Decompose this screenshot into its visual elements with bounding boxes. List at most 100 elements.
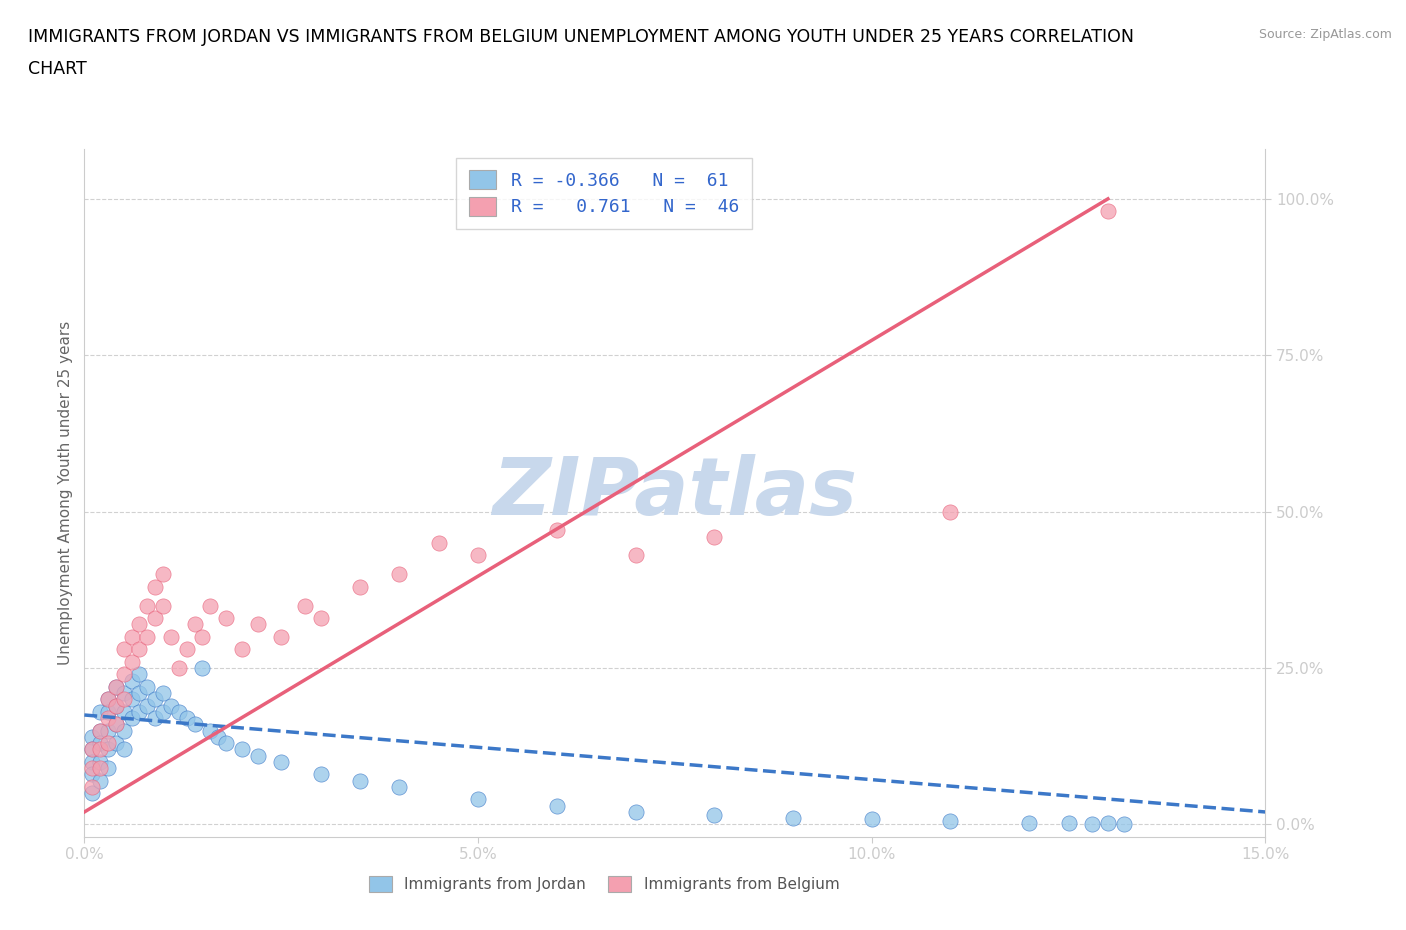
Point xyxy=(388,779,411,794)
Point xyxy=(160,630,183,644)
Point xyxy=(349,579,371,594)
Point xyxy=(89,754,111,769)
Point xyxy=(427,536,450,551)
Point xyxy=(121,692,143,707)
Point xyxy=(200,598,222,613)
Point xyxy=(183,617,205,631)
Point xyxy=(1097,204,1119,219)
Point xyxy=(1057,816,1080,830)
Point xyxy=(939,504,962,519)
Point xyxy=(1097,816,1119,830)
Point xyxy=(143,711,166,725)
Point xyxy=(82,729,104,744)
Point xyxy=(89,736,111,751)
Point xyxy=(112,642,135,657)
Point xyxy=(1018,816,1040,830)
Point xyxy=(136,680,159,695)
Point xyxy=(121,655,143,670)
Point xyxy=(183,717,205,732)
Point xyxy=(104,717,127,732)
Point xyxy=(624,548,647,563)
Point xyxy=(104,680,127,695)
Point xyxy=(160,698,183,713)
Point xyxy=(152,685,174,700)
Point xyxy=(191,660,214,675)
Point xyxy=(246,617,269,631)
Point xyxy=(176,711,198,725)
Point xyxy=(82,767,104,782)
Point xyxy=(152,566,174,581)
Point xyxy=(128,667,150,682)
Point xyxy=(467,792,489,807)
Point xyxy=(176,642,198,657)
Point xyxy=(546,798,568,813)
Point xyxy=(200,724,222,738)
Text: ZIPatlas: ZIPatlas xyxy=(492,454,858,532)
Point xyxy=(231,742,253,757)
Point xyxy=(128,617,150,631)
Point xyxy=(104,717,127,732)
Point xyxy=(82,761,104,776)
Point xyxy=(1081,817,1104,831)
Point xyxy=(112,685,135,700)
Point xyxy=(82,742,104,757)
Point xyxy=(231,642,253,657)
Point xyxy=(128,704,150,719)
Point xyxy=(89,742,111,757)
Text: CHART: CHART xyxy=(28,60,87,78)
Point xyxy=(104,680,127,695)
Point xyxy=(82,786,104,801)
Legend: Immigrants from Jordan, Immigrants from Belgium: Immigrants from Jordan, Immigrants from … xyxy=(363,870,845,898)
Point xyxy=(97,711,120,725)
Text: Source: ZipAtlas.com: Source: ZipAtlas.com xyxy=(1258,28,1392,41)
Y-axis label: Unemployment Among Youth under 25 years: Unemployment Among Youth under 25 years xyxy=(58,321,73,665)
Point xyxy=(388,566,411,581)
Point xyxy=(104,698,127,713)
Point xyxy=(82,779,104,794)
Point xyxy=(97,704,120,719)
Point xyxy=(546,523,568,538)
Point xyxy=(207,729,229,744)
Point xyxy=(82,742,104,757)
Point xyxy=(309,767,332,782)
Point xyxy=(89,724,111,738)
Point xyxy=(309,611,332,626)
Point xyxy=(121,630,143,644)
Point xyxy=(703,529,725,544)
Point xyxy=(97,761,120,776)
Point xyxy=(246,749,269,764)
Point xyxy=(89,761,111,776)
Point xyxy=(89,724,111,738)
Point xyxy=(624,804,647,819)
Point xyxy=(939,814,962,829)
Point xyxy=(128,642,150,657)
Text: IMMIGRANTS FROM JORDAN VS IMMIGRANTS FROM BELGIUM UNEMPLOYMENT AMONG YOUTH UNDER: IMMIGRANTS FROM JORDAN VS IMMIGRANTS FRO… xyxy=(28,28,1135,46)
Point xyxy=(143,692,166,707)
Point xyxy=(97,736,120,751)
Point xyxy=(104,698,127,713)
Point xyxy=(89,704,111,719)
Point xyxy=(167,660,190,675)
Point xyxy=(121,673,143,688)
Point xyxy=(121,711,143,725)
Point xyxy=(112,667,135,682)
Point xyxy=(136,630,159,644)
Point xyxy=(1112,817,1135,831)
Point xyxy=(152,598,174,613)
Point xyxy=(167,704,190,719)
Point xyxy=(82,754,104,769)
Point xyxy=(97,742,120,757)
Point xyxy=(467,548,489,563)
Point xyxy=(104,736,127,751)
Point xyxy=(349,773,371,788)
Point xyxy=(270,754,292,769)
Point xyxy=(136,598,159,613)
Point xyxy=(860,812,883,827)
Point xyxy=(703,807,725,822)
Point xyxy=(191,630,214,644)
Point xyxy=(97,724,120,738)
Point xyxy=(215,611,238,626)
Point xyxy=(112,724,135,738)
Point xyxy=(143,611,166,626)
Point xyxy=(136,698,159,713)
